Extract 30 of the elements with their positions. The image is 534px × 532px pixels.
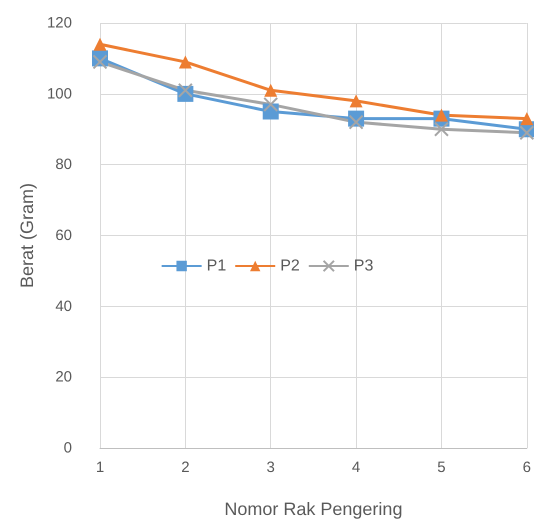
y-tick-label: 20 xyxy=(55,368,72,386)
point xyxy=(178,55,192,68)
x-tick-label: 2 xyxy=(181,459,190,476)
legend-label: P2 xyxy=(280,258,300,274)
y-tick-label: 80 xyxy=(55,156,72,174)
point xyxy=(519,125,534,140)
point xyxy=(348,114,364,130)
y-tick-label: 100 xyxy=(46,85,72,102)
y-tick-label: 40 xyxy=(55,298,72,315)
point xyxy=(434,122,449,137)
point xyxy=(178,82,193,98)
point xyxy=(263,96,278,112)
x-tick-label: 3 xyxy=(266,459,275,476)
point xyxy=(94,38,106,51)
x-tick-label: 5 xyxy=(437,459,446,476)
point xyxy=(264,84,278,97)
point xyxy=(520,112,534,126)
x-tick-label: 4 xyxy=(352,459,360,476)
point xyxy=(350,94,363,108)
x-axis-title: Nomor Rak Pengering xyxy=(224,499,402,519)
y-tick-label: 0 xyxy=(64,440,72,456)
legend-label: P1 xyxy=(206,258,226,274)
point xyxy=(92,54,108,70)
x-tick-label: 1 xyxy=(96,459,104,476)
y-tick-label: 120 xyxy=(46,14,72,32)
y-tick-label: 60 xyxy=(55,227,72,244)
legend-label: P3 xyxy=(354,258,374,274)
x-tick-label: 6 xyxy=(522,459,531,476)
y-axis-title: Berat (Gram) xyxy=(17,182,38,288)
point xyxy=(434,108,448,122)
